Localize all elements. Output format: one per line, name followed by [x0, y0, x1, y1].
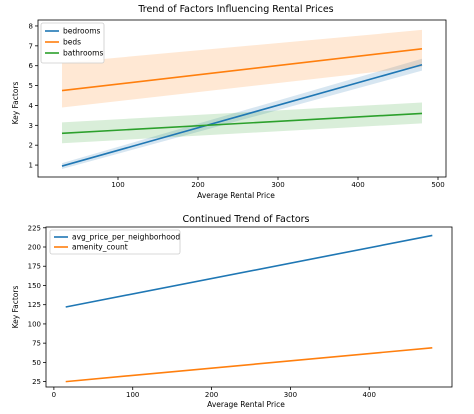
chart-top-ytick-label: 3: [29, 122, 33, 130]
chart-top-ylabel: Key Factors: [11, 81, 20, 124]
chart-bottom-ylabel: Key Factors: [11, 285, 20, 328]
chart-top-ytick-label: 6: [29, 62, 34, 70]
chart-bottom-plot-frame: [45, 226, 453, 388]
chart-top-line-bedrooms: [61, 63, 423, 167]
chart-top-xtick-label: 100: [111, 181, 124, 189]
chart-top-ytick-label: 2: [29, 142, 33, 150]
chart-bottom-xtick-label: 0: [52, 391, 56, 399]
chart-bottom-xlabel: Average Rental Price: [207, 400, 285, 409]
chart-top-ytick-label: 5: [29, 82, 33, 90]
chart-top-line-bathrooms: [61, 112, 423, 135]
chart-bottom-xtick-label: 400: [363, 391, 376, 399]
chart-bottom-legend-label-avg_price_per_neighborhood: avg_price_per_neighborhood: [72, 233, 180, 242]
chart-bottom-title: Continued Trend of Factors: [183, 214, 310, 225]
chart-bottom-lines: [65, 234, 433, 383]
chart-top-ytick-label: 1: [29, 162, 33, 170]
chart-top-legend: bedrooms beds bathrooms: [40, 22, 105, 64]
chart-top-legend-label-beds: beds: [63, 38, 81, 47]
chart-bottom-legend-label-amenity_count: amenity_count: [72, 243, 128, 252]
chart-top-lines: [61, 48, 423, 167]
chart-bottom-ytick-label: 50: [32, 359, 41, 367]
chart-top-xtick-label: 400: [351, 181, 364, 189]
chart-top-xtick-label: 200: [191, 181, 204, 189]
chart-bottom-ytick-label: 75: [32, 340, 41, 348]
chart-top-ticks: 100 200 300 400 500 1 2 3 4 5 6 7 8: [29, 22, 445, 189]
chart-bottom-ytick-label: 200: [28, 244, 41, 252]
chart-top-band-beds: [62, 29, 422, 108]
chart-bottom-xtick-label: 300: [284, 391, 297, 399]
chart-top-legend-label-bedrooms: bedrooms: [63, 27, 101, 36]
chart-bottom-legend-box: [49, 229, 181, 255]
chart-bottom-ytick-label: 25: [32, 378, 41, 386]
chart-bottom-ytick-label: 175: [28, 263, 41, 271]
chart-bottom-line-amenity_count: [65, 346, 433, 383]
chart-top-line-beds: [61, 48, 423, 92]
chart-bottom: Continued Trend of Factors Average Renta…: [11, 214, 453, 409]
chart-bottom-ytick-label: 125: [28, 301, 41, 309]
chart-top-legend-label-bathrooms: bathrooms: [63, 49, 103, 58]
chart-top-xtick-label: 300: [271, 181, 284, 189]
chart-top-ytick-label: 8: [29, 22, 33, 30]
chart-bottom-ytick-label: 150: [28, 282, 41, 290]
chart-bottom-xtick-label: 200: [205, 391, 218, 399]
chart-bottom-ticks: 0 100 200 300 400 25 50 75 100 125 150 175 200 225: [28, 224, 376, 399]
chart-top-plot-frame: [37, 19, 447, 178]
chart-top-title: Trend of Factors Influencing Rental Pric…: [137, 4, 333, 15]
chart-top-xlabel: Average Rental Price: [197, 191, 275, 200]
chart-top-bands: [62, 29, 422, 170]
chart-bottom-line-avg_price_per_neighborhood: [65, 234, 433, 308]
chart-bottom-ytick-label: 100: [28, 320, 41, 328]
chart-bottom-ytick-label: 225: [28, 224, 41, 232]
chart-top: Trend of Factors Influencing Rental Pric…: [11, 4, 447, 200]
chart-top-ytick-label: 7: [29, 42, 33, 50]
chart-top-xtick-label: 500: [431, 181, 444, 189]
chart-top-ytick-label: 4: [29, 102, 34, 110]
chart-bottom-xtick-label: 100: [126, 391, 139, 399]
